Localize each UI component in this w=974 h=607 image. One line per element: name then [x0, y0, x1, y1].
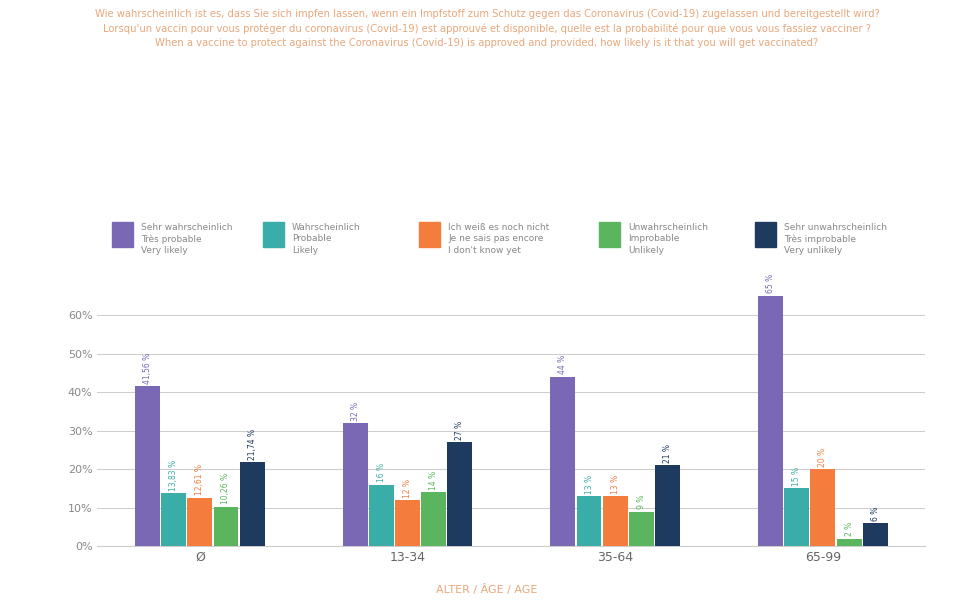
- Text: ALTER / ÂGE / AGE: ALTER / ÂGE / AGE: [436, 584, 538, 595]
- Text: 9 %: 9 %: [637, 495, 646, 509]
- Bar: [343, 423, 367, 546]
- Bar: [187, 498, 212, 546]
- Bar: [863, 523, 887, 546]
- Text: Sehr wahrscheinlich
Très probable
Very likely: Sehr wahrscheinlich Très probable Very l…: [141, 223, 233, 256]
- Text: 65 %: 65 %: [766, 274, 775, 293]
- Text: 41,56 %: 41,56 %: [143, 353, 152, 384]
- Text: 27 %: 27 %: [456, 421, 465, 440]
- Text: Wahrscheinlich
Probable
Likely: Wahrscheinlich Probable Likely: [292, 223, 360, 255]
- Bar: [603, 496, 627, 546]
- Text: 20 %: 20 %: [818, 448, 827, 467]
- Text: 13,83 %: 13,83 %: [169, 459, 178, 490]
- Text: 21 %: 21 %: [663, 444, 672, 463]
- Bar: [213, 507, 239, 546]
- Text: 6 %: 6 %: [871, 506, 880, 521]
- Bar: [837, 538, 861, 546]
- Bar: [162, 493, 186, 546]
- Bar: [369, 484, 393, 546]
- Text: 13 %: 13 %: [584, 475, 593, 494]
- Bar: [629, 512, 654, 546]
- Text: 16 %: 16 %: [377, 463, 386, 483]
- Bar: [810, 469, 836, 546]
- Bar: [656, 466, 680, 546]
- Text: Sehr unwahrscheinlich
Très improbable
Very unlikely: Sehr unwahrscheinlich Très improbable Ve…: [784, 223, 887, 256]
- Text: 10,26 %: 10,26 %: [221, 473, 231, 504]
- Bar: [395, 500, 420, 546]
- Text: 2 %: 2 %: [844, 522, 853, 536]
- Text: Wie wahrscheinlich ist es, dass Sie sich impfen lassen, wenn ein Impfstoff zum S: Wie wahrscheinlich ist es, dass Sie sich…: [94, 9, 880, 48]
- Bar: [447, 443, 472, 546]
- Bar: [550, 377, 576, 546]
- Text: 44 %: 44 %: [558, 355, 567, 375]
- Text: Ich weiß es noch nicht
Je ne sais pas encore
I don't know yet: Ich weiß es noch nicht Je ne sais pas en…: [448, 223, 549, 255]
- Bar: [135, 386, 160, 546]
- Text: 15 %: 15 %: [792, 467, 802, 486]
- Bar: [784, 489, 809, 546]
- Text: 13 %: 13 %: [611, 475, 619, 494]
- Text: Unwahrscheinlich
Improbable
Unlikely: Unwahrscheinlich Improbable Unlikely: [628, 223, 708, 255]
- Text: 12,61 %: 12,61 %: [196, 464, 205, 495]
- Bar: [421, 492, 446, 546]
- Text: 14 %: 14 %: [430, 471, 438, 490]
- Text: 12 %: 12 %: [403, 479, 412, 498]
- Bar: [240, 463, 265, 546]
- Bar: [577, 496, 602, 546]
- Text: 32 %: 32 %: [351, 401, 359, 421]
- Text: 21,74 %: 21,74 %: [247, 429, 257, 460]
- Bar: [758, 296, 783, 546]
